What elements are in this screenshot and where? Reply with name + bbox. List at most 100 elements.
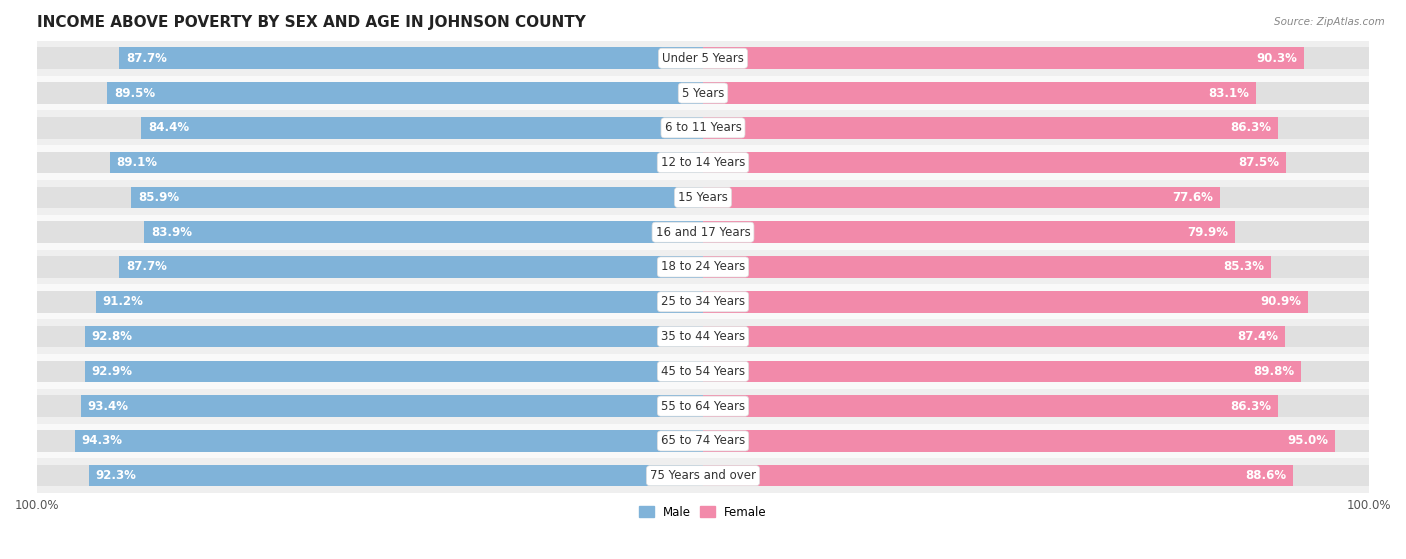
Text: 83.9%: 83.9% bbox=[150, 226, 193, 239]
Text: 18 to 24 Years: 18 to 24 Years bbox=[661, 260, 745, 273]
Text: 88.6%: 88.6% bbox=[1246, 469, 1286, 482]
Text: 55 to 64 Years: 55 to 64 Years bbox=[661, 400, 745, 413]
Bar bbox=[37, 354, 1369, 389]
Bar bbox=[703, 465, 1369, 486]
Bar bbox=[37, 291, 703, 312]
Bar bbox=[120, 48, 703, 69]
Text: 87.4%: 87.4% bbox=[1237, 330, 1278, 343]
Bar bbox=[703, 221, 1234, 243]
Bar bbox=[37, 221, 703, 243]
Text: 84.4%: 84.4% bbox=[148, 121, 188, 134]
Bar bbox=[37, 424, 1369, 458]
Bar bbox=[703, 361, 1369, 382]
Bar bbox=[107, 82, 703, 104]
Text: 83.1%: 83.1% bbox=[1209, 87, 1250, 100]
Bar bbox=[37, 319, 1369, 354]
Bar bbox=[37, 430, 703, 452]
Bar bbox=[82, 395, 703, 417]
Text: 89.5%: 89.5% bbox=[114, 87, 155, 100]
Bar bbox=[703, 152, 1285, 173]
Bar bbox=[37, 215, 1369, 250]
Bar bbox=[703, 187, 1219, 208]
Text: 16 and 17 Years: 16 and 17 Years bbox=[655, 226, 751, 239]
Bar bbox=[84, 361, 703, 382]
Bar bbox=[37, 458, 1369, 493]
Bar bbox=[703, 430, 1369, 452]
Text: 90.3%: 90.3% bbox=[1257, 52, 1298, 65]
Bar bbox=[703, 465, 1294, 486]
Bar bbox=[703, 221, 1369, 243]
Text: 87.7%: 87.7% bbox=[125, 52, 167, 65]
Bar bbox=[37, 41, 1369, 75]
Bar bbox=[37, 82, 703, 104]
Bar bbox=[37, 361, 703, 382]
Text: 15 Years: 15 Years bbox=[678, 191, 728, 204]
Text: Source: ZipAtlas.com: Source: ZipAtlas.com bbox=[1274, 17, 1385, 27]
Text: INCOME ABOVE POVERTY BY SEX AND AGE IN JOHNSON COUNTY: INCOME ABOVE POVERTY BY SEX AND AGE IN J… bbox=[37, 15, 586, 30]
Text: 87.5%: 87.5% bbox=[1237, 156, 1279, 169]
Text: 86.3%: 86.3% bbox=[1230, 121, 1271, 134]
Bar bbox=[703, 395, 1369, 417]
Bar bbox=[37, 152, 703, 173]
Bar bbox=[703, 361, 1301, 382]
Bar bbox=[86, 326, 703, 347]
Bar bbox=[37, 389, 1369, 424]
Bar bbox=[703, 48, 1305, 69]
Bar bbox=[703, 82, 1256, 104]
Bar bbox=[703, 187, 1369, 208]
Text: 5 Years: 5 Years bbox=[682, 87, 724, 100]
Bar bbox=[703, 326, 1369, 347]
Bar bbox=[703, 117, 1278, 139]
Text: 91.2%: 91.2% bbox=[103, 295, 143, 308]
Bar bbox=[703, 117, 1369, 139]
Bar bbox=[37, 187, 703, 208]
Bar bbox=[145, 221, 703, 243]
Bar bbox=[37, 256, 703, 278]
Text: 77.6%: 77.6% bbox=[1173, 191, 1213, 204]
Text: 25 to 34 Years: 25 to 34 Years bbox=[661, 295, 745, 308]
Text: 94.3%: 94.3% bbox=[82, 434, 122, 447]
Text: 75 Years and over: 75 Years and over bbox=[650, 469, 756, 482]
Text: 92.3%: 92.3% bbox=[96, 469, 136, 482]
Bar bbox=[703, 82, 1369, 104]
Bar bbox=[37, 326, 703, 347]
Bar bbox=[703, 291, 1369, 312]
Text: Under 5 Years: Under 5 Years bbox=[662, 52, 744, 65]
Bar bbox=[37, 285, 1369, 319]
Text: 89.1%: 89.1% bbox=[117, 156, 157, 169]
Bar bbox=[37, 250, 1369, 285]
Bar bbox=[75, 430, 703, 452]
Text: 45 to 54 Years: 45 to 54 Years bbox=[661, 365, 745, 378]
Bar bbox=[703, 395, 1278, 417]
Text: 95.0%: 95.0% bbox=[1288, 434, 1329, 447]
Text: 65 to 74 Years: 65 to 74 Years bbox=[661, 434, 745, 447]
Text: 87.7%: 87.7% bbox=[125, 260, 167, 273]
Bar bbox=[37, 145, 1369, 180]
Legend: Male, Female: Male, Female bbox=[634, 501, 772, 523]
Text: 35 to 44 Years: 35 to 44 Years bbox=[661, 330, 745, 343]
Text: 92.9%: 92.9% bbox=[91, 365, 132, 378]
Bar bbox=[703, 48, 1369, 69]
Text: 92.8%: 92.8% bbox=[91, 330, 132, 343]
Bar bbox=[703, 256, 1271, 278]
Bar bbox=[37, 111, 1369, 145]
Bar bbox=[37, 117, 703, 139]
Bar bbox=[703, 430, 1336, 452]
Text: 79.9%: 79.9% bbox=[1187, 226, 1229, 239]
Text: 86.3%: 86.3% bbox=[1230, 400, 1271, 413]
Text: 12 to 14 Years: 12 to 14 Years bbox=[661, 156, 745, 169]
Bar bbox=[37, 465, 703, 486]
Text: 90.9%: 90.9% bbox=[1261, 295, 1302, 308]
Bar bbox=[37, 48, 703, 69]
Text: 85.9%: 85.9% bbox=[138, 191, 179, 204]
Bar bbox=[37, 75, 1369, 111]
Bar bbox=[110, 152, 703, 173]
Text: 89.8%: 89.8% bbox=[1253, 365, 1294, 378]
Bar bbox=[96, 291, 703, 312]
Text: 85.3%: 85.3% bbox=[1223, 260, 1264, 273]
Text: 93.4%: 93.4% bbox=[87, 400, 129, 413]
Bar bbox=[37, 395, 703, 417]
Bar bbox=[141, 117, 703, 139]
Bar bbox=[37, 180, 1369, 215]
Bar bbox=[89, 465, 703, 486]
